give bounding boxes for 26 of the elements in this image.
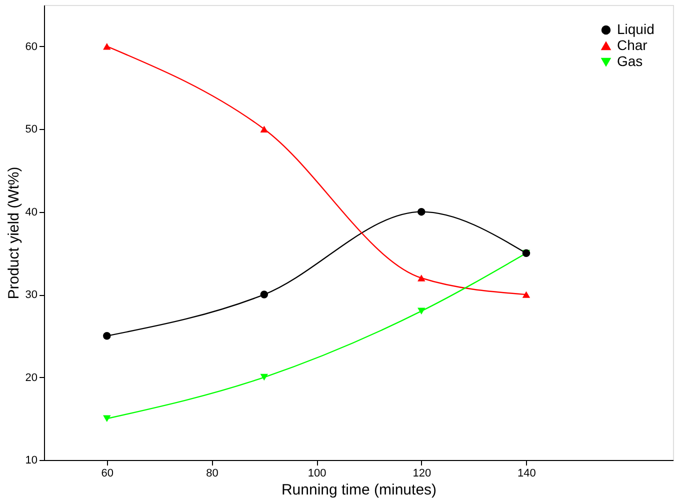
- x-tick-label: 100: [308, 468, 326, 480]
- point: [103, 415, 111, 422]
- x-tick-label: 60: [101, 468, 114, 480]
- legend-label: Gas: [617, 53, 643, 69]
- point: [522, 291, 530, 298]
- y-tick-label: 20: [25, 372, 38, 384]
- y-tick-label: 30: [25, 289, 38, 302]
- y-tick-label: 10: [25, 454, 38, 466]
- point: [260, 290, 268, 298]
- point: [418, 274, 426, 282]
- legend-label: Char: [617, 37, 648, 53]
- x-tick-label: 120: [412, 468, 432, 480]
- x-tick-label: 80: [206, 468, 218, 480]
- y-tick-label: 60: [25, 40, 38, 53]
- y-tick-label: 50: [25, 124, 38, 136]
- x-axis-title: Running time (minutes): [281, 482, 437, 498]
- point: [103, 43, 111, 50]
- legend-label: Liquid: [617, 21, 654, 37]
- point: [260, 374, 268, 381]
- y-tick-label: 40: [25, 206, 38, 218]
- point: [103, 332, 111, 340]
- y-axis-title: Product yield (Wt%): [5, 166, 22, 300]
- point: [418, 308, 426, 314]
- point: [260, 126, 268, 132]
- x-tick-label: 140: [518, 468, 536, 480]
- point: [418, 208, 426, 216]
